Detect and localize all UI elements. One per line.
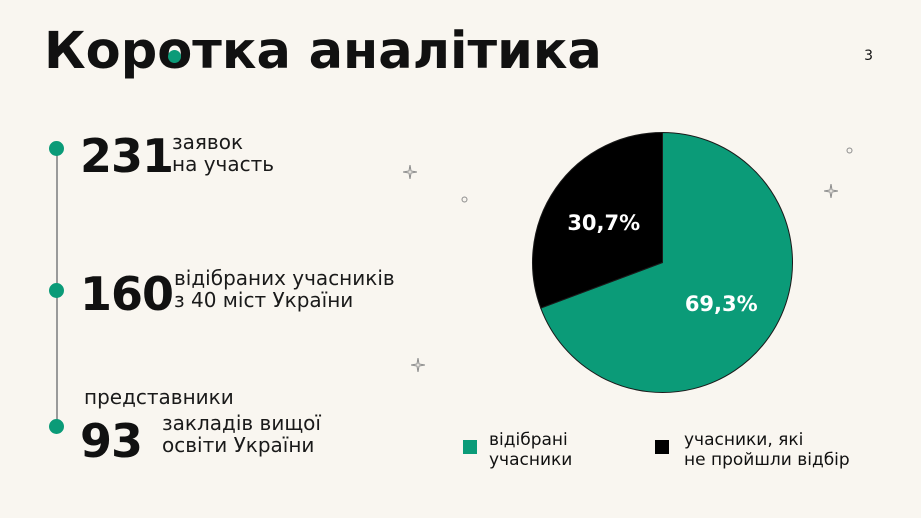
- circle-icon: [846, 147, 853, 154]
- pie-label-selected: 69,3%: [685, 292, 758, 316]
- stat-label: відібраних учасників з 40 міст України: [174, 266, 395, 312]
- pie-slice-selected: [540, 131, 793, 393]
- legend-label: відібрані учасники: [489, 430, 573, 470]
- page-title: Коротка аналітика: [44, 22, 602, 81]
- timeline-dot: [49, 419, 64, 434]
- sparkle-icon: [824, 184, 838, 198]
- page-number: 3: [864, 48, 873, 64]
- legend-label: учасники, які не пройшли відбір: [684, 430, 850, 470]
- pie-label-rejected: 30,7%: [567, 211, 640, 235]
- stat-label: заявок на участь: [172, 130, 275, 176]
- pie-slice-rejected: [532, 131, 663, 309]
- stat-number: 93: [80, 414, 143, 468]
- timeline-dot: [49, 283, 64, 298]
- sparkle-icon: [403, 165, 417, 179]
- stat-number: 231: [80, 129, 174, 183]
- stat-number: 160: [80, 267, 174, 321]
- pie-chart: 69,3% 30,7%: [532, 131, 793, 393]
- legend-swatch-rejected: [655, 440, 669, 454]
- stat-label: закладів вищої освіти України: [162, 411, 321, 457]
- stat-prefix: представники: [84, 385, 234, 409]
- sparkle-icon: [411, 358, 425, 372]
- title-accent-dot: о: [157, 22, 193, 81]
- legend-swatch-selected: [463, 440, 477, 454]
- timeline-dot: [49, 141, 64, 156]
- circle-icon: [461, 196, 468, 203]
